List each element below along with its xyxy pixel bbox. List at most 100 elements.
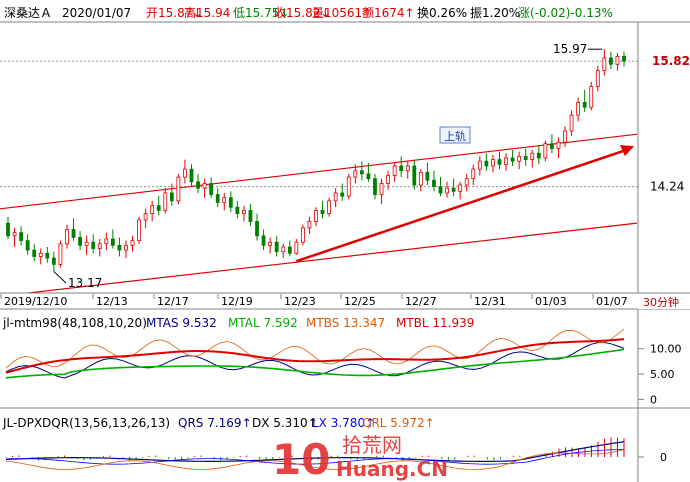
quote-header: 深桑达Ａ 2020/01/07 开15.87↓高15.94 低15.75↓收15.…	[4, 5, 613, 20]
quote-item-5: 额1674↑	[362, 6, 415, 20]
dpx-axis-label: 0	[660, 451, 667, 464]
quote-item-3: 收15.82↓	[274, 6, 330, 20]
candle-body	[45, 252, 50, 259]
quote-item-8: 涨(-0.02)-0.13%	[518, 5, 613, 20]
candle-body	[556, 141, 561, 149]
candle-body	[196, 181, 200, 189]
candle-body	[78, 237, 82, 246]
mtm-indicator-panel[interactable]: jl-mtm98(48,108,10,20) MTAS 9.532 MTAL 7.5…	[2, 316, 682, 406]
candle-body	[117, 244, 122, 251]
candle-body	[242, 210, 246, 214]
mtm-legend-mtbl: MTBL 11.939	[396, 316, 474, 330]
candle-body	[327, 200, 332, 214]
candle-body	[281, 246, 286, 253]
period-box[interactable]	[638, 294, 690, 309]
candle-body	[156, 205, 161, 211]
quote-item-7: 振1.20%	[470, 6, 520, 20]
candle-body	[622, 55, 626, 62]
candle-body	[169, 192, 174, 202]
x-axis-band	[0, 293, 690, 309]
candle-body	[176, 176, 181, 202]
candle-body	[471, 168, 476, 180]
candle-body	[261, 235, 266, 246]
candle-body	[530, 152, 535, 160]
period-label[interactable]: 30分钟	[643, 295, 679, 309]
quote-item-4: 量10561↑	[312, 6, 372, 20]
candle-body	[608, 57, 613, 65]
candle-body	[445, 187, 449, 194]
candle-body	[438, 186, 443, 194]
candle-body	[235, 206, 240, 214]
candle-body	[432, 179, 436, 187]
candle-body	[183, 168, 187, 178]
watermark-brand: 拾荒网	[342, 433, 402, 457]
candle-body	[215, 194, 220, 203]
candle-body	[346, 176, 351, 197]
candle-body	[163, 192, 168, 211]
candle-body	[399, 165, 404, 172]
candle-body	[379, 183, 384, 195]
candle-body	[255, 221, 259, 237]
candle-body	[477, 160, 482, 170]
candle-body	[536, 152, 541, 159]
candle-body	[320, 210, 325, 214]
trend-arrow-head	[620, 145, 634, 157]
candle-body	[6, 222, 10, 237]
candle-body	[615, 55, 620, 65]
candle-body	[222, 197, 227, 203]
candle-body	[228, 197, 233, 208]
candle-body	[589, 86, 594, 108]
x-tick-label: 12/31	[474, 295, 506, 308]
candle-body	[412, 165, 417, 186]
x-tick-label: 12/23	[284, 295, 316, 308]
candle-body	[248, 210, 253, 222]
low-annotation: 13.17	[68, 276, 102, 290]
mtm-legend-mtal: MTAL 7.592	[228, 316, 298, 330]
candle-body	[104, 238, 109, 245]
candle-body	[405, 165, 410, 172]
qrl-line	[5, 449, 625, 470]
candle-body	[373, 178, 377, 195]
x-tick-label: 12/25	[344, 295, 376, 308]
candle-body	[25, 240, 30, 251]
channel-label: 上轨	[444, 129, 466, 143]
candle-body	[97, 243, 102, 249]
candle-body	[38, 252, 43, 257]
low-annotation-pointer	[53, 271, 67, 284]
candle-body	[543, 143, 548, 159]
candle-body	[209, 183, 214, 195]
candle-body	[595, 70, 600, 87]
candle-body	[65, 229, 69, 245]
candle-body	[523, 156, 528, 160]
x-tick-label: 01/03	[535, 295, 567, 308]
candle-body	[202, 183, 207, 189]
high-annotation: 15.97	[553, 42, 587, 56]
quote-item-2: 低15.75↓	[233, 6, 289, 20]
channel-label-box	[439, 126, 471, 144]
candle-body	[51, 257, 56, 265]
quote-item-0: 开15.87↓	[146, 6, 202, 20]
candle-body	[340, 192, 345, 197]
candle-body	[314, 210, 318, 222]
dpx-indicator-panel[interactable]: JL-DPXDQR(13,56,13,26,13) QRS 7.169↑ DX 5.…	[2, 416, 667, 470]
mtal-line	[5, 348, 625, 379]
candle-body	[366, 173, 371, 180]
x-tick-label: 01/07	[596, 295, 628, 308]
price-panel[interactable]: 15.82 14.24 15.97 13.17 上轨	[0, 42, 690, 297]
candle-body	[287, 246, 292, 254]
candle-body	[550, 143, 554, 149]
candle-body	[333, 192, 338, 202]
stock-name: 深桑达Ａ	[4, 6, 52, 20]
candle-body	[58, 243, 63, 265]
candle-body	[418, 171, 423, 186]
candle-body	[300, 227, 305, 243]
dpx-legend-dx: DX 5.310↑	[252, 416, 318, 430]
candle-body	[359, 170, 364, 175]
mtm-axis-label: 0	[650, 393, 657, 406]
mtbl-line	[5, 338, 625, 374]
candle-body	[386, 175, 390, 184]
candle-body	[137, 219, 141, 241]
candle-body	[458, 184, 463, 192]
